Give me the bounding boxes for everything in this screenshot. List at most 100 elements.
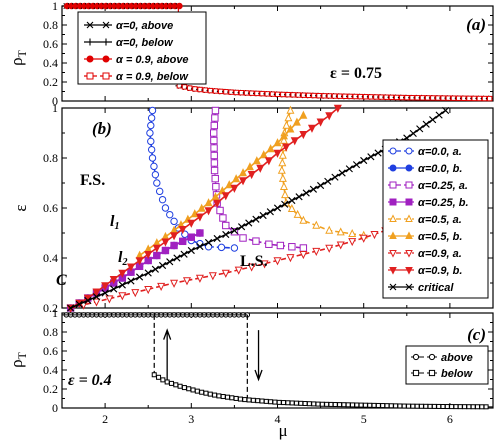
panel-b-ytick-label: 0.2 bbox=[43, 301, 58, 315]
panel-b-point-8 bbox=[252, 215, 260, 223]
panel-b-point-4 bbox=[299, 215, 308, 224]
panel-b-legend: α=0.0, a. α=0.0, b. α=0.25, a. α=0.25, b. α=… bbox=[382, 139, 489, 299]
panel-b-point-8 bbox=[259, 211, 267, 220]
panel-b-point-8 bbox=[237, 223, 246, 231]
panel-b-point-2 bbox=[299, 244, 308, 252]
panel-c-point-below bbox=[168, 380, 174, 386]
panel-b-legend-marker bbox=[389, 164, 397, 172]
panel-b-point-5 bbox=[190, 209, 199, 218]
panel-c-point-below bbox=[483, 404, 489, 410]
panel-c-ytick-label: 0.4 bbox=[43, 363, 58, 377]
panel-b-point-8 bbox=[67, 304, 75, 312]
panel-c-ytick-label: 0.2 bbox=[43, 382, 58, 396]
panel-b-point-5 bbox=[259, 150, 268, 159]
panel-b-point-6 bbox=[286, 254, 295, 263]
panel-c-ylabel: ρT bbox=[7, 351, 29, 367]
panel-b-point-2 bbox=[276, 241, 285, 250]
panel-b-point-6 bbox=[144, 286, 153, 295]
panel-c-point-below bbox=[259, 398, 265, 404]
panel-c-xtick-label: 5 bbox=[361, 412, 367, 426]
panel-b-point-8 bbox=[144, 269, 152, 277]
panel-b-legend-label: α=0.5, b. bbox=[418, 231, 462, 243]
panel-b-point-8 bbox=[352, 161, 361, 169]
panel-b-point-6 bbox=[234, 266, 243, 275]
panel-b-point-0 bbox=[217, 243, 226, 252]
panel-b-point-7 bbox=[256, 164, 265, 173]
panel-c-point-below bbox=[479, 404, 485, 410]
panel-b-point-7 bbox=[333, 104, 342, 113]
panel-b-point-2 bbox=[211, 174, 219, 183]
panel-b-point-8 bbox=[317, 181, 325, 190]
panel-a-legend-label: α = 0.9, below bbox=[116, 71, 189, 83]
panel-b-point-2 bbox=[216, 206, 224, 215]
panel-b-point-2 bbox=[252, 237, 260, 245]
panel-b-point-2 bbox=[265, 240, 273, 248]
panel-b-point-5 bbox=[225, 180, 234, 189]
panel-b-point-0 bbox=[147, 137, 155, 146]
label-l1: l1 bbox=[110, 213, 119, 232]
panel-b-point-3 bbox=[178, 237, 187, 246]
panel-b-legend-label: α=0.9, b. bbox=[418, 265, 462, 277]
panel-b-ylabel: ε bbox=[11, 204, 30, 211]
panel-c-legend-box bbox=[405, 345, 489, 385]
panel-b-point-2 bbox=[210, 151, 218, 160]
panel-b-point-8 bbox=[345, 165, 353, 173]
panel-b-point-5 bbox=[286, 124, 295, 133]
panel-b-point-8 bbox=[360, 156, 368, 165]
panel-b-point-2 bbox=[210, 136, 218, 145]
panel-c-point-below bbox=[272, 399, 278, 405]
panel-b-legend-marker bbox=[405, 231, 413, 239]
panel-b-point-4 bbox=[336, 227, 345, 236]
panel-c-point-below bbox=[186, 386, 192, 392]
panel-c-point-below bbox=[229, 395, 235, 401]
panel-b-point-0 bbox=[148, 106, 157, 115]
panel-b-point-4 bbox=[278, 150, 287, 159]
panel-a-ytick-label: 1 bbox=[52, 0, 58, 13]
panel-b-point-8 bbox=[324, 177, 332, 185]
panel-c-point-below bbox=[341, 402, 347, 408]
panel-a-ytick-label: 0.6 bbox=[43, 37, 58, 51]
panel-b-legend-marker bbox=[389, 283, 397, 291]
panel-c-legend-marker bbox=[428, 353, 436, 361]
panel-c-point-below bbox=[250, 397, 256, 403]
panel-c-point-below bbox=[268, 399, 274, 405]
panel-b-point-8 bbox=[295, 193, 303, 201]
panel-b-point-2 bbox=[210, 121, 218, 130]
panel-c-point-below bbox=[414, 403, 420, 409]
panel-b-point-0 bbox=[153, 179, 161, 187]
panel-b-legend-marker bbox=[405, 164, 413, 172]
panel-c-point-below bbox=[220, 394, 226, 400]
panel-a-legend-marker bbox=[102, 38, 110, 46]
panel-c-point-below bbox=[281, 400, 287, 406]
panel-a-legend-marker bbox=[86, 38, 94, 46]
panel-c-point-below bbox=[362, 402, 368, 408]
panel-b-legend-label: critical bbox=[418, 282, 454, 294]
panel-b-point-0 bbox=[204, 243, 213, 251]
panel-b-point-5 bbox=[245, 162, 254, 171]
panel-b-point-0 bbox=[151, 170, 160, 179]
panel-b-legend-marker bbox=[405, 214, 413, 222]
panel-c-point-below bbox=[199, 389, 205, 395]
panel-b-point-7 bbox=[187, 219, 196, 228]
panel-a-ytick-label: 0.8 bbox=[43, 18, 58, 32]
panel-b-point-4 bbox=[325, 225, 334, 234]
panel-b-point-8 bbox=[110, 285, 118, 293]
panel-b-point-6 bbox=[370, 231, 379, 240]
panel-b-point-7 bbox=[299, 131, 308, 140]
panel-b-point-7 bbox=[239, 177, 248, 186]
panel-b-point-6 bbox=[118, 292, 127, 301]
panel-b-point-2 bbox=[210, 159, 219, 167]
panel-a-point-alpha09-below bbox=[192, 86, 198, 92]
panel-c-point-below bbox=[212, 392, 218, 398]
panel-b-point-8 bbox=[151, 265, 159, 273]
panel-b-point-0 bbox=[148, 154, 157, 162]
panel-b-point-4 bbox=[278, 158, 287, 167]
panel-c-point-below bbox=[457, 404, 463, 410]
panel-c-label: (c) bbox=[467, 325, 486, 344]
panel-b-legend-marker bbox=[389, 198, 397, 206]
panel-b-point-5 bbox=[239, 168, 248, 177]
panel-b-point-3 bbox=[161, 246, 170, 255]
panel-c-point-below bbox=[337, 402, 343, 408]
down-arrow-icon bbox=[254, 330, 263, 382]
